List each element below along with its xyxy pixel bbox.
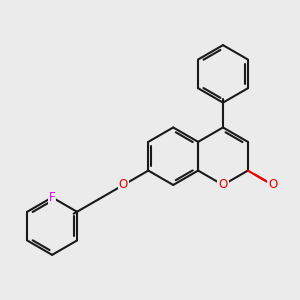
Text: O: O	[268, 178, 278, 191]
Text: F: F	[49, 191, 56, 204]
Text: O: O	[119, 178, 128, 191]
Text: O: O	[218, 178, 228, 191]
